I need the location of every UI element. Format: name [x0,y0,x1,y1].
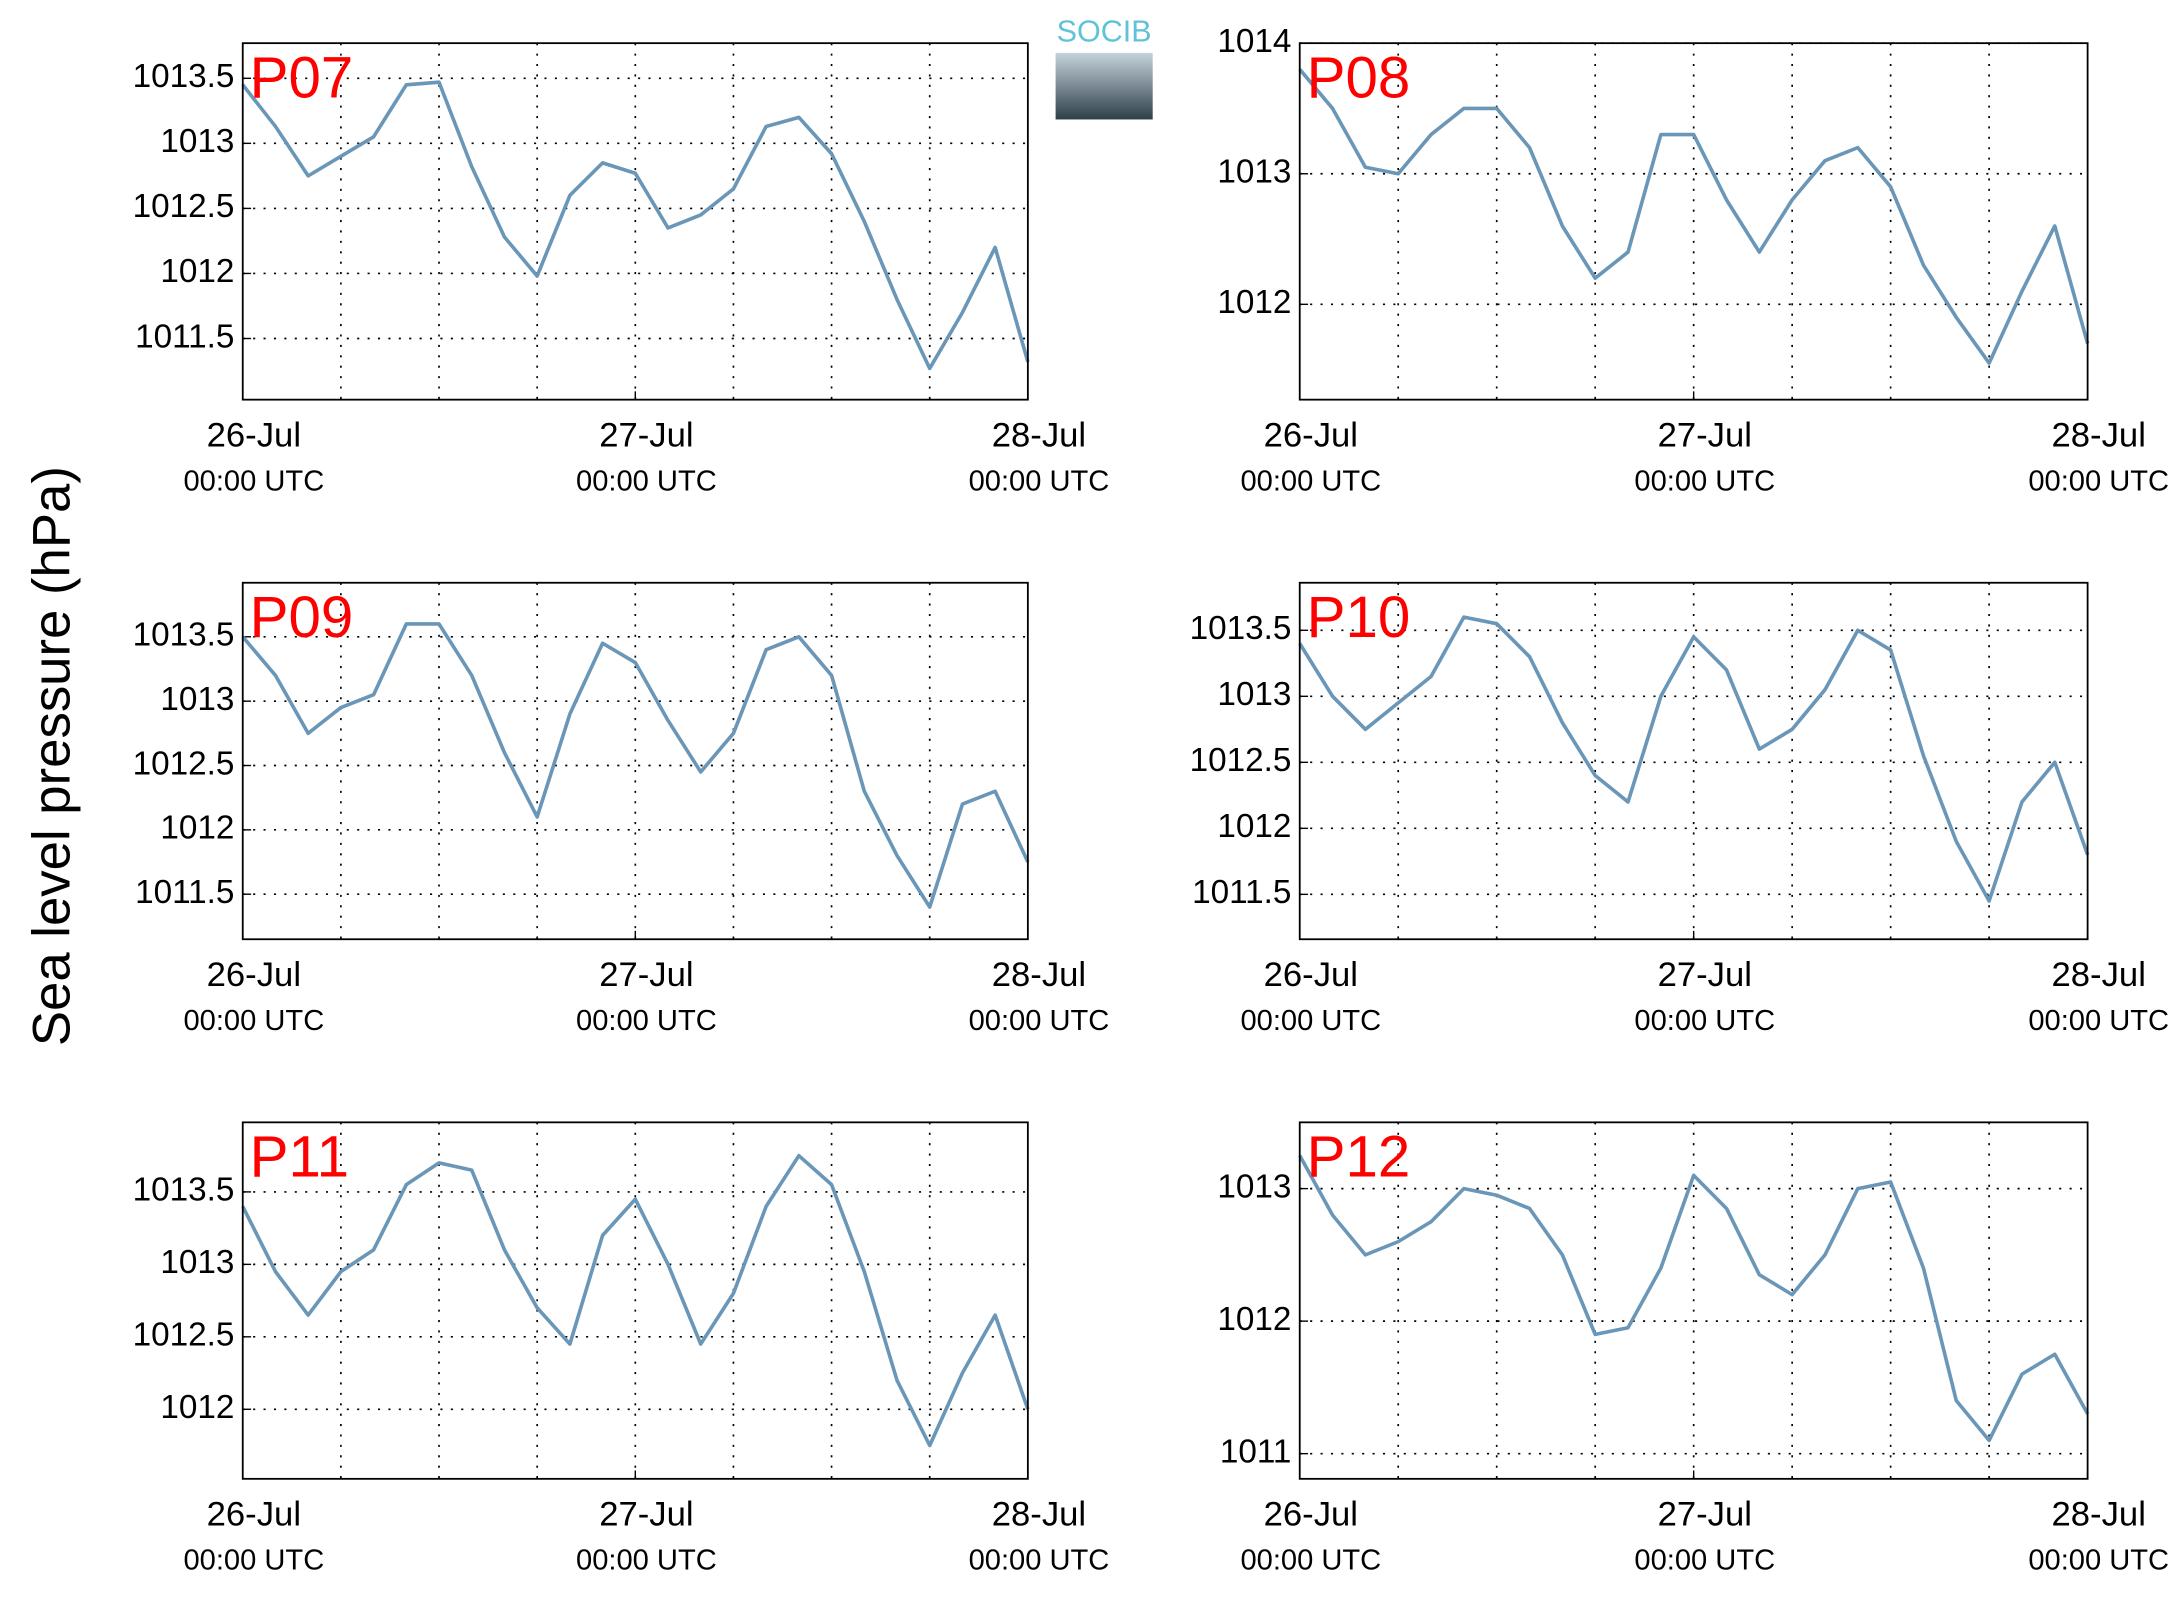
y-tick-label: 1013 [1217,154,1291,191]
x-tick-label: 27-Jul [1658,956,1752,994]
panel: 1012 1012.5 1013 1013.5 26-Jul 00:00 UTC 27-Ju… [133,1121,1110,1577]
panel: 1011 1012 1013 26-Jul 00:00 UTC 27-Jul 00:00 U… [1217,1121,2169,1577]
data-line [241,1153,1030,1448]
y-tick-label: 1012 [1217,808,1291,845]
axes-frame [1298,1121,2089,1480]
x-tick-sublabel: 00:00 UTC [2028,1545,2169,1577]
x-tick-label: 27-Jul [599,956,693,994]
x-tick-label: 28-Jul [2052,416,2146,454]
x-tick-label: 26-Jul [207,956,301,994]
data-line [1298,615,2090,903]
y-tick-label: 1013.5 [133,58,235,95]
y-tick-label: 1013 [160,681,234,718]
y-tick-label: 1012.5 [1190,742,1292,779]
x-tick-sublabel: 00:00 UTC [183,1545,324,1577]
axes-frame [1298,581,2089,941]
x-tick-sublabel: 00:00 UTC [1240,466,1381,498]
y-tick-label: 1012 [160,1389,234,1426]
x-tick-label: 28-Jul [992,416,1086,454]
x-tick-sublabel: 00:00 UTC [969,1545,1110,1577]
axes-frame [241,42,1029,401]
x-tick-sublabel: 00:00 UTC [183,466,324,498]
data-line [1298,68,2090,365]
axes-frame [241,581,1029,941]
y-tick-label: 1014 [1217,23,1291,60]
y-tick-label: 1011.5 [1192,874,1291,911]
panel: 1011.5 1012 1012.5 1013 1013.5 26-Jul 00:00 UT… [1190,581,2169,1037]
x-tick-label: 26-Jul [1264,416,1358,454]
x-tick-label: 26-Jul [1264,1495,1358,1533]
x-tick-sublabel: 00:00 UTC [1240,1005,1381,1037]
data-line [1298,1154,2090,1443]
y-tick-label: 1012 [1217,1301,1291,1338]
x-tick-label: 27-Jul [599,416,693,454]
panel: 1012 1013 1014 26-Jul 00:00 UTC 27-Jul 00:00 U… [1217,23,2169,498]
panel-title: P12 [1307,1125,1411,1190]
x-tick-sublabel: 00:00 UTC [2028,466,2169,498]
y-tick-label: 1011.5 [135,318,234,355]
x-tick-sublabel: 00:00 UTC [183,1005,324,1037]
x-tick-label: 28-Jul [992,956,1086,994]
y-tick-label: 1013 [160,123,234,160]
x-tick-label: 27-Jul [599,1495,693,1533]
x-tick-label: 27-Jul [1658,416,1752,454]
y-tick-label: 1013.5 [133,617,235,654]
axes-frame [241,1121,1029,1480]
y-tick-label: 1012.5 [133,188,235,225]
x-tick-label: 28-Jul [2052,956,2146,994]
y-axis-label: Sea level pressure (hPa) [22,466,81,1046]
axes-frame [1298,42,2089,401]
y-tick-label: 1012 [160,253,234,290]
y-tick-label: 1013 [1217,1168,1291,1205]
y-tick-label: 1013 [1217,676,1291,713]
x-tick-label: 28-Jul [992,1495,1086,1533]
x-tick-sublabel: 00:00 UTC [969,466,1110,498]
logo: SOCIB [1055,15,1153,120]
x-tick-sublabel: 00:00 UTC [1634,466,1775,498]
panel-title: P08 [1307,45,1411,110]
x-tick-sublabel: 00:00 UTC [1634,1545,1775,1577]
x-tick-sublabel: 00:00 UTC [576,1545,717,1577]
y-tick-label: 1013 [160,1244,234,1281]
x-tick-label: 28-Jul [2052,1495,2146,1533]
data-line [241,80,1030,371]
y-tick-label: 1011 [1220,1433,1292,1470]
panel: 1011.5 1012 1012.5 1013 1013.5 26-Jul 00:00 UT… [133,42,1110,498]
x-tick-sublabel: 00:00 UTC [969,1005,1110,1037]
x-tick-sublabel: 00:00 UTC [576,1005,717,1037]
logo-text: SOCIB [1057,15,1152,49]
x-tick-sublabel: 00:00 UTC [1634,1005,1775,1037]
y-tick-label: 1013.5 [1190,610,1292,647]
x-tick-label: 27-Jul [1658,1495,1752,1533]
x-tick-sublabel: 00:00 UTC [576,466,717,498]
y-tick-label: 1013.5 [133,1172,235,1209]
x-tick-label: 26-Jul [1264,956,1358,994]
y-tick-label: 1011.5 [135,874,234,911]
logo-box [1055,52,1153,120]
y-tick-label: 1012.5 [133,745,235,782]
x-tick-label: 26-Jul [207,1495,301,1533]
panel: 1011.5 1012 1012.5 1013 1013.5 26-Jul 00:00 UT… [133,581,1110,1037]
y-tick-label: 1012.5 [133,1317,235,1354]
panel-title: P10 [1307,585,1411,650]
y-tick-label: 1012 [160,810,234,847]
panel-title: P07 [250,45,354,110]
panel-title: P09 [250,585,354,650]
data-line [241,622,1030,909]
x-tick-sublabel: 00:00 UTC [2028,1005,2169,1037]
panel-title: P11 [250,1125,349,1190]
y-tick-label: 1012 [1217,284,1291,321]
x-tick-sublabel: 00:00 UTC [1240,1545,1381,1577]
x-tick-label: 26-Jul [207,416,301,454]
